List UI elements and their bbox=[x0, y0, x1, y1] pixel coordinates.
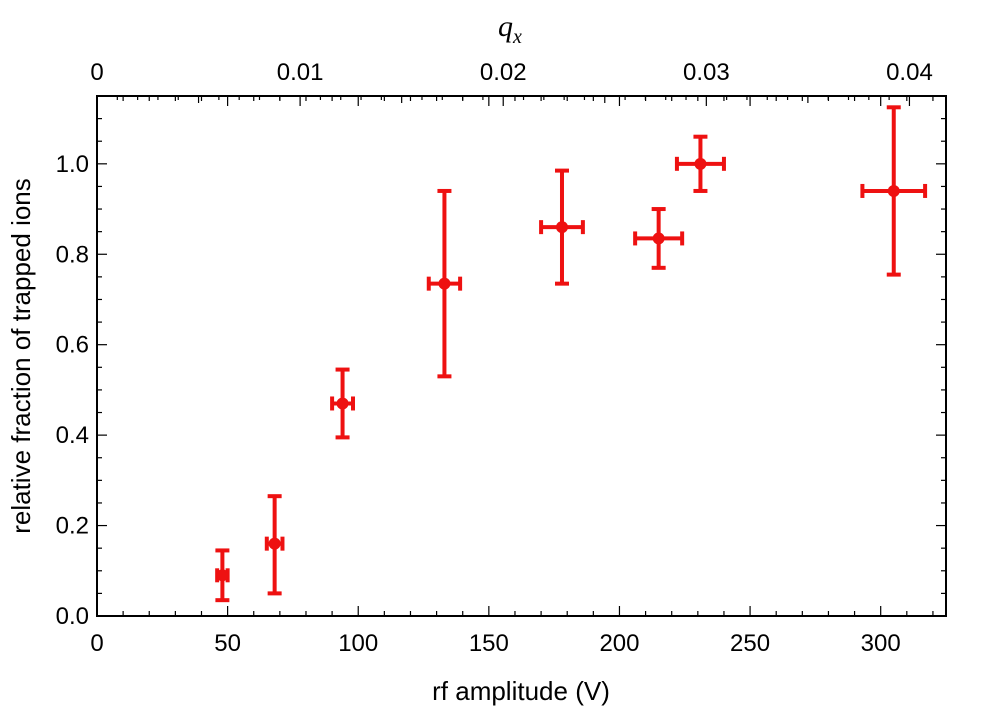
data-marker bbox=[652, 232, 665, 245]
x2-tick-label: 0.02 bbox=[480, 59, 527, 86]
data-point bbox=[215, 548, 230, 603]
x-axis-title: rf amplitude (V) bbox=[432, 676, 610, 706]
x2-tick-label: 0 bbox=[90, 59, 103, 86]
y-tick-label: 0.6 bbox=[56, 332, 89, 359]
y-tick-label: 0.8 bbox=[56, 241, 89, 268]
y-tick-label: 0.0 bbox=[56, 603, 89, 630]
x2-tick-label: 0.03 bbox=[683, 59, 730, 86]
top-axis-title-sub: x bbox=[512, 26, 522, 48]
x-tick-label: 150 bbox=[469, 630, 509, 657]
data-point bbox=[264, 494, 285, 596]
x-tick-label: 100 bbox=[338, 630, 378, 657]
ticks: 0 50 100 150 200 250 300 0 0.01 0.02 0.03 0.04 0.0 0.… bbox=[56, 59, 946, 657]
x-tick-label: 200 bbox=[599, 630, 639, 657]
plot-frame bbox=[96, 95, 947, 617]
data-marker bbox=[438, 277, 451, 290]
x-tick-label: 50 bbox=[214, 630, 241, 657]
y-tick-label: 1.0 bbox=[56, 151, 89, 178]
data-marker bbox=[336, 397, 349, 410]
y-axis-title: relative fraction of trapped ions bbox=[6, 178, 36, 534]
top-axis-title-main: q bbox=[498, 10, 513, 43]
data-point bbox=[426, 188, 463, 379]
top-axis-title: qx bbox=[498, 10, 522, 48]
x2-tick-label: 0.04 bbox=[886, 59, 933, 86]
x-tick-label: 250 bbox=[730, 630, 770, 657]
data-marker bbox=[555, 221, 568, 234]
data-point bbox=[674, 134, 726, 193]
data-marker bbox=[887, 184, 900, 197]
data-marker bbox=[216, 569, 229, 582]
y-tick-label: 0.2 bbox=[56, 513, 89, 540]
x-tick-label: 300 bbox=[861, 630, 901, 657]
data-marker bbox=[694, 157, 707, 170]
data-marks bbox=[215, 105, 928, 603]
data-point bbox=[633, 207, 685, 270]
y-tick-label: 0.4 bbox=[56, 422, 89, 449]
x-tick-label: 0 bbox=[90, 630, 103, 657]
x2-tick-label: 0.01 bbox=[277, 59, 324, 86]
data-marker bbox=[268, 537, 281, 550]
data-point bbox=[860, 105, 928, 277]
data-point bbox=[330, 367, 356, 440]
data-point bbox=[539, 168, 585, 286]
